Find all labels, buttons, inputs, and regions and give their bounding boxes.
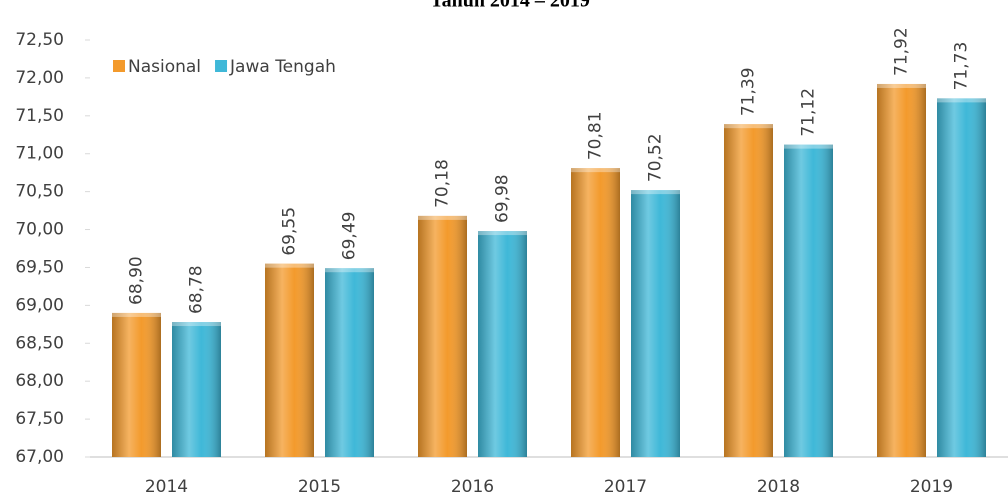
bar-shade	[418, 215, 467, 457]
legend-label: Nasional	[128, 57, 201, 77]
bar-top	[784, 144, 833, 149]
bar-shade	[877, 83, 926, 457]
bar-top	[478, 231, 527, 236]
data-label: 69,98	[493, 174, 513, 223]
bar-shade	[325, 268, 374, 457]
y-tick-label: 72,50	[15, 30, 64, 50]
bar-top	[937, 98, 986, 103]
bar-top	[724, 124, 773, 129]
legend-swatch	[113, 60, 125, 72]
y-tick-label: 72,00	[15, 68, 64, 88]
data-label: 71,73	[952, 42, 972, 91]
y-tick-label: 68,00	[15, 371, 64, 391]
bar-top	[631, 190, 680, 195]
x-tick-label: 2014	[145, 477, 188, 497]
y-tick-label: 69,50	[15, 257, 64, 277]
y-tick-label: 70,00	[15, 220, 64, 240]
y-tick-label: 67,00	[15, 447, 64, 467]
y-tick-label: 67,50	[15, 409, 64, 429]
bar-top	[877, 83, 926, 88]
data-label: 70,52	[646, 133, 666, 182]
y-tick-label: 70,50	[15, 182, 64, 202]
bar-shade	[265, 263, 314, 457]
x-tick-label: 2015	[298, 477, 341, 497]
bar-shade	[631, 190, 680, 457]
bar-top	[571, 168, 620, 173]
data-label: 69,49	[340, 212, 360, 261]
y-tick-label: 71,50	[15, 106, 64, 126]
data-label: 71,92	[892, 27, 912, 76]
y-tick-label: 69,00	[15, 295, 64, 315]
legend-label: Jawa Tengah	[229, 57, 336, 77]
bar-shade	[172, 322, 221, 457]
x-tick-label: 2019	[910, 477, 953, 497]
chart-title: Tahun 2014 – 2019	[430, 0, 590, 12]
bar-top	[172, 322, 221, 327]
bar-shade	[784, 144, 833, 457]
bar-shade	[724, 124, 773, 458]
bar-shade	[571, 168, 620, 457]
data-label: 69,55	[280, 207, 300, 256]
bar-shade	[112, 312, 161, 457]
bar-shade	[937, 98, 986, 457]
bar-top	[418, 215, 467, 220]
bar-top	[325, 268, 374, 273]
y-tick-label: 71,00	[15, 144, 64, 164]
y-tick-label: 68,50	[15, 333, 64, 353]
data-label: 71,12	[799, 88, 819, 137]
data-label: 71,39	[739, 67, 759, 116]
bar-top	[265, 263, 314, 268]
legend-swatch	[215, 60, 228, 72]
data-label: 70,81	[586, 111, 606, 160]
bar-top	[112, 312, 161, 317]
data-label: 68,90	[127, 256, 147, 305]
data-label: 68,78	[187, 265, 207, 314]
bar-shade	[478, 231, 527, 457]
data-label: 70,18	[433, 159, 453, 208]
x-tick-label: 2017	[604, 477, 647, 497]
x-tick-label: 2016	[451, 477, 494, 497]
x-tick-label: 2018	[757, 477, 800, 497]
